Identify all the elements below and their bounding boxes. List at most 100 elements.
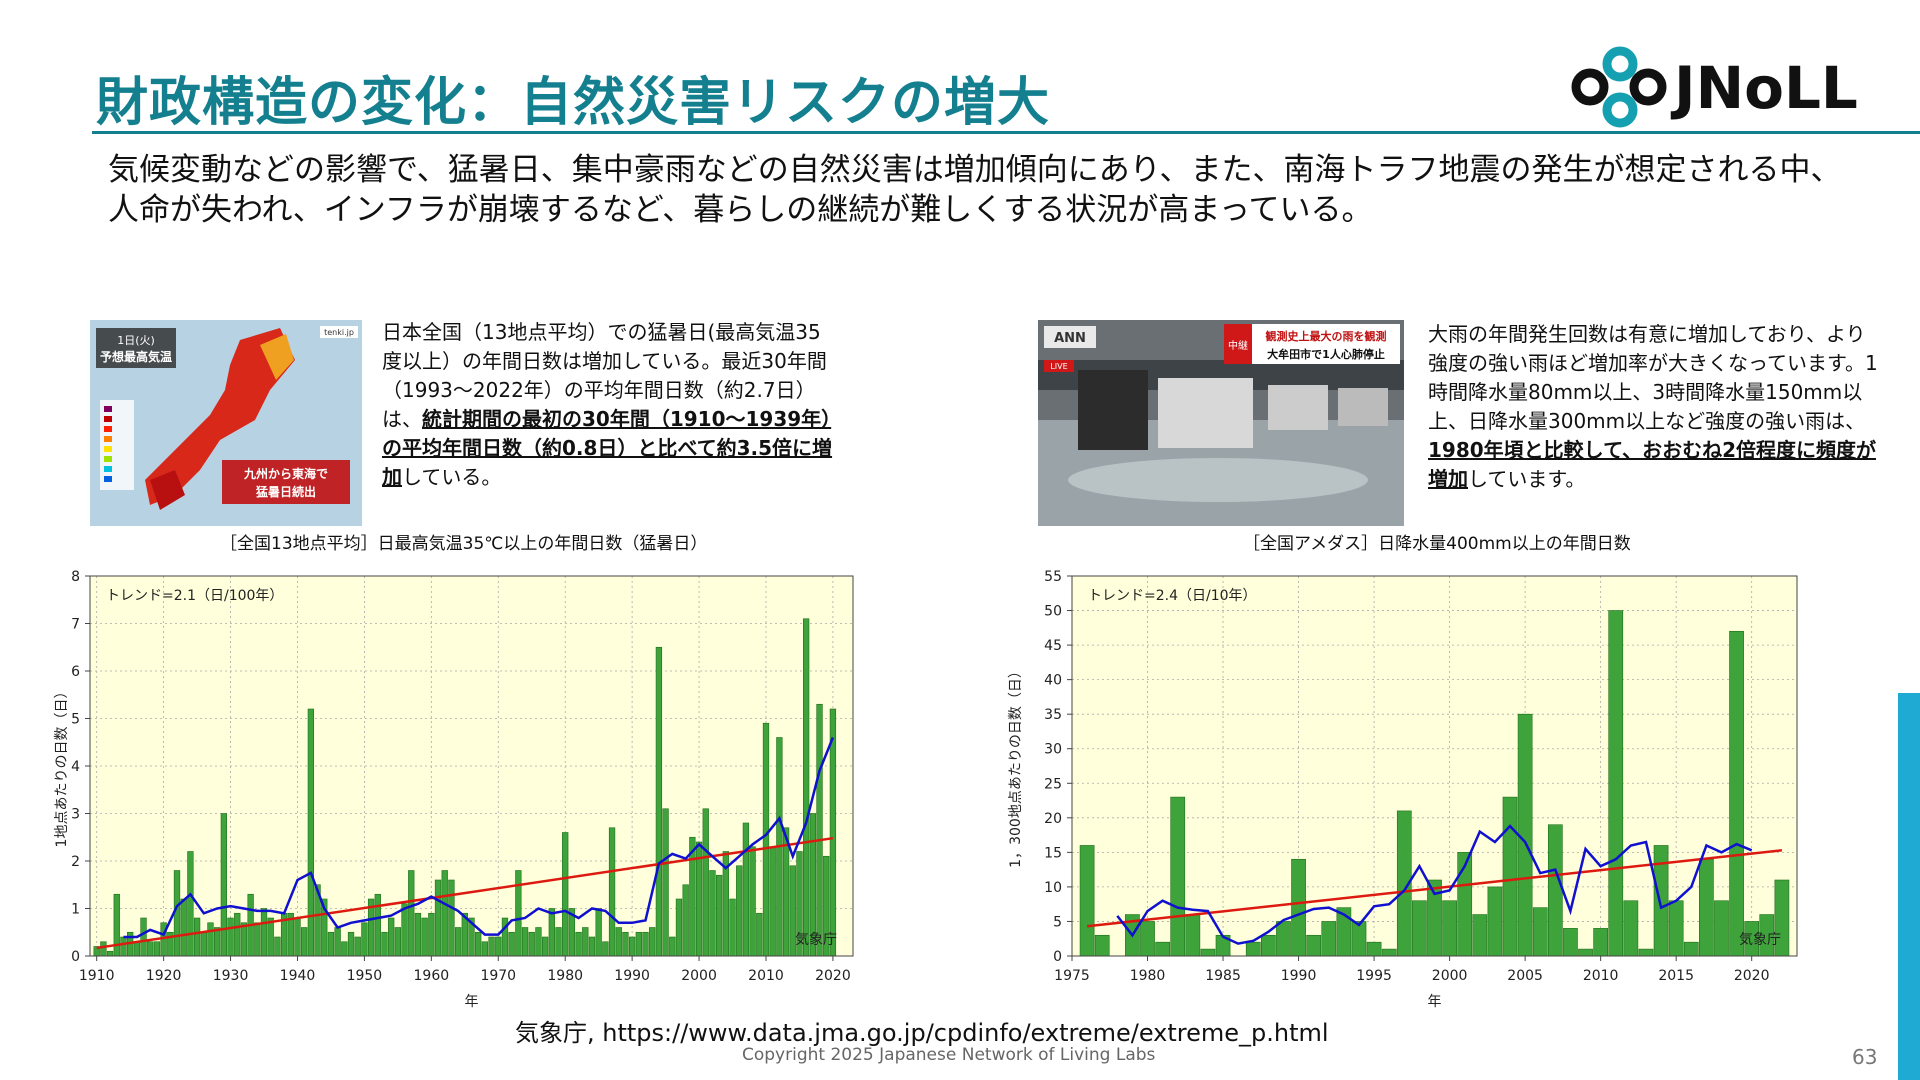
bar [294, 917, 301, 957]
bar [1276, 921, 1291, 957]
svg-text:九州から東海で: 九州から東海で [243, 466, 328, 481]
bar [635, 931, 642, 957]
bar [381, 931, 388, 957]
bar [421, 917, 428, 957]
bar [762, 722, 770, 957]
bar [334, 927, 341, 957]
bar [1472, 914, 1488, 957]
bar [669, 936, 676, 957]
y-tick-label: 40 [1044, 673, 1062, 689]
bar [234, 912, 241, 957]
y-tick-label: 55 [1044, 569, 1062, 585]
y-tick-label: 7 [71, 617, 80, 633]
bar [408, 870, 415, 957]
bar [541, 936, 549, 957]
bar [602, 941, 609, 957]
bar [628, 936, 636, 957]
lead-paragraph: 気候変動などの影響で、猛暑日、集中豪雨などの自然災害は増加傾向にあり、また、南海… [108, 152, 1842, 228]
bar [702, 808, 709, 957]
bar [662, 808, 669, 957]
heat-desc-text: 日本全国（13地点平均）での猛暑日(最高気温35度以上）の年間日数は増加している… [382, 320, 827, 431]
bar [595, 908, 602, 957]
bar [1623, 900, 1639, 957]
bar [1638, 948, 1654, 957]
credit-label: 気象庁 [795, 932, 837, 948]
bar [548, 908, 555, 957]
x-axis-label: 年 [465, 994, 479, 1010]
x-tick-label: 2000 [681, 968, 717, 984]
bar [187, 851, 194, 957]
bar [475, 931, 482, 957]
bar [555, 927, 562, 957]
rain-description: 大雨の年間発生回数は有意に増加しており、より強度の強い雨ほど増加率が大きくなって… [1428, 320, 1880, 494]
bar [1200, 948, 1216, 957]
bar [448, 879, 455, 957]
bar [803, 618, 810, 957]
bar [582, 927, 589, 957]
bar [1593, 928, 1608, 957]
bar [1699, 858, 1714, 957]
bar [756, 912, 763, 957]
bar [709, 870, 716, 957]
x-tick-label: 1960 [414, 968, 450, 984]
bar [1185, 914, 1201, 957]
heat-desc-highlight: 統計期間の最初の30年間（1910～1939年）の平均年間日数（約0.8日）と比… [382, 407, 833, 489]
y-tick-label: 5 [71, 712, 80, 728]
bar [1547, 824, 1563, 957]
title-underline [92, 131, 1920, 134]
bar [562, 832, 569, 957]
bar [1578, 948, 1593, 957]
x-tick-label: 1980 [547, 968, 583, 984]
heavy-rain-chart: 0 5 10 15 20 25 30 35 40 45 50 55 1975 1980 1985 1990 19… [1008, 569, 1798, 1010]
bar [649, 927, 656, 957]
bar [394, 927, 402, 957]
y-tick-label: 25 [1044, 776, 1062, 792]
bar [267, 917, 274, 957]
bar [1094, 934, 1110, 957]
bar [495, 936, 502, 957]
y-axis-label: 1地点あたりの日数（日） [54, 685, 70, 848]
x-tick-label: 2010 [1583, 968, 1619, 984]
bar [642, 931, 649, 957]
heat-desc-tail: している。 [402, 465, 502, 489]
bar [227, 917, 234, 957]
y-tick-label: 45 [1044, 638, 1062, 654]
bar [401, 903, 408, 957]
heat-days-chart: 0 1 2 3 4 5 6 7 8 1910 1920 1930 1940 1950 1960 1970 198… [54, 569, 854, 1010]
bar [354, 936, 361, 957]
bar [180, 898, 187, 957]
y-tick-label: 10 [1044, 880, 1062, 896]
bar [414, 912, 422, 957]
svg-text:中継: 中継 [1228, 339, 1248, 352]
bar [675, 898, 683, 957]
bar [1351, 921, 1367, 957]
bar [454, 927, 462, 957]
bar [214, 927, 221, 957]
bar [1291, 858, 1306, 957]
x-tick-label: 2005 [1507, 968, 1543, 984]
bar [816, 703, 823, 957]
bar [113, 893, 120, 957]
bar [622, 931, 629, 957]
x-tick-label: 1990 [1281, 968, 1317, 984]
y-tick-label: 1 [71, 902, 80, 918]
bar [1245, 941, 1261, 957]
heat-chart-title: ［全国13地点平均］日最高気温35℃以上の年間日数（猛暑日） [220, 534, 708, 554]
bar [521, 927, 529, 957]
x-tick-label: 1950 [347, 968, 383, 984]
bar [133, 941, 140, 957]
logo-mark-icon [1571, 46, 1667, 128]
bar [274, 936, 281, 957]
bar [1321, 921, 1337, 957]
bar [434, 879, 442, 957]
bar [769, 846, 776, 957]
bar [327, 931, 335, 957]
y-tick-label: 5 [1053, 914, 1062, 930]
bar [1306, 934, 1322, 957]
copyright-text: Copyright 2025 Japanese Network of Livin… [742, 1045, 1156, 1065]
y-tick-label: 15 [1044, 845, 1062, 861]
bar [307, 708, 315, 957]
x-tick-label: 1995 [1356, 968, 1392, 984]
bar [153, 941, 161, 957]
bar [615, 927, 622, 957]
